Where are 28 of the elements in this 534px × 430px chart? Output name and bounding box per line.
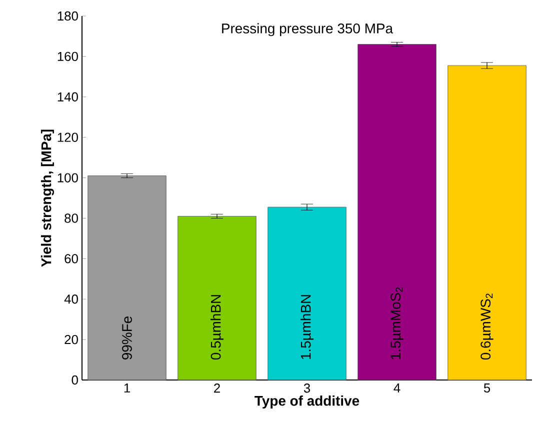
annotation: 1.5µmhBN	[300, 295, 314, 360]
y-tick-label: 180	[58, 11, 78, 21]
bar	[178, 216, 256, 380]
y-tick-label: 20	[64, 334, 78, 344]
x-tick-label: 1	[124, 384, 130, 392]
annotation: 0.5µmhBN	[210, 295, 224, 360]
annotation: 99%Fe	[122, 316, 132, 360]
y-tick-label: 100	[58, 173, 78, 182]
x-tick-label: 3	[304, 384, 310, 393]
bar	[448, 65, 526, 380]
x-tick-label: 4	[394, 384, 400, 392]
y-tick-label: 120	[58, 132, 78, 142]
y-tick-label: 80	[64, 214, 78, 223]
bar	[88, 176, 166, 380]
y-tick-label: 60	[64, 254, 78, 264]
y-tick-label: 0	[72, 375, 78, 385]
chart-title: Pressing pressure 350 MPa	[222, 23, 394, 36]
annotation: 1.5µmMoS$_{2}$	[390, 287, 404, 360]
bar	[268, 206, 346, 380]
y-tick-label: 160	[58, 52, 78, 62]
x-tick-label: 5	[484, 384, 490, 393]
x-tick-label: 2	[214, 384, 220, 393]
annotation: 0.6µmWS$_{2}$	[480, 294, 494, 360]
y-axis-title: Yield strength, [MPa]	[40, 130, 54, 267]
x-axis-title: Type of additive	[254, 396, 360, 409]
bar	[358, 44, 436, 380]
y-tick-label: 40	[64, 294, 78, 304]
y-tick-label: 140	[58, 92, 78, 102]
